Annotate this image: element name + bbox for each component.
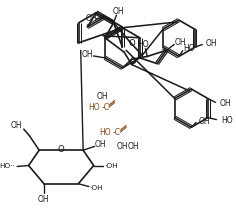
Text: O: O	[129, 38, 135, 48]
Text: OH: OH	[219, 99, 231, 108]
Text: OH: OH	[117, 142, 128, 151]
Text: ·OH: ·OH	[104, 162, 118, 169]
Text: OH: OH	[113, 7, 124, 16]
Text: OH: OH	[174, 38, 186, 47]
Text: OH: OH	[97, 92, 108, 101]
Text: OH: OH	[82, 50, 93, 59]
Text: HO: HO	[138, 40, 149, 50]
Text: OH: OH	[10, 121, 22, 130]
Text: O: O	[58, 145, 64, 154]
Text: HO··: HO··	[0, 164, 15, 170]
Text: OH: OH	[206, 39, 218, 48]
Text: -C: -C	[113, 128, 121, 137]
Text: O: O	[130, 57, 136, 66]
Text: ·OH: ·OH	[90, 185, 103, 191]
Text: OH: OH	[38, 194, 50, 204]
Text: HO: HO	[184, 44, 195, 53]
Text: HO: HO	[221, 116, 233, 125]
Text: -C: -C	[101, 103, 109, 112]
Text: OH: OH	[128, 142, 140, 151]
Text: OH: OH	[199, 117, 211, 126]
Text: HO: HO	[99, 128, 111, 137]
Text: HO: HO	[88, 103, 100, 112]
Text: OH: OH	[86, 14, 97, 23]
Text: OH: OH	[95, 140, 106, 149]
